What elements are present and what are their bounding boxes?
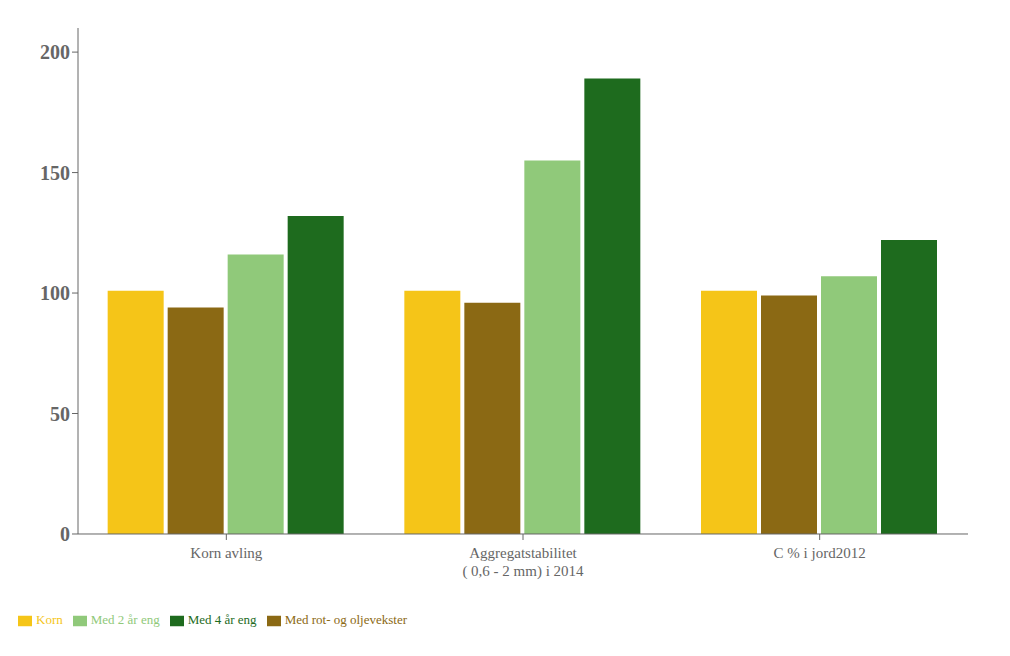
svg-text:100: 100: [40, 282, 70, 304]
svg-text:0: 0: [60, 523, 70, 545]
svg-text:50: 50: [50, 403, 70, 425]
html-text:Med 4 år eng: Med 4 år eng: [187, 612, 257, 627]
svg-text:Korn avling: Korn avling: [190, 545, 263, 561]
html-text:Med rot- og oljevekster: Med rot- og oljevekster: [284, 612, 407, 627]
svg-text:C % i jord2012: C % i jord2012: [774, 545, 866, 561]
svg-text:Aggregatstabilitet( 0,6 - 2 mm: Aggregatstabilitet( 0,6 - 2 mm) i 2014: [462, 545, 584, 580]
svg-text:200: 200: [40, 41, 70, 63]
html-text:Korn: Korn: [36, 612, 63, 627]
html-text:Med 2 år eng: Med 2 år eng: [90, 612, 160, 627]
svg-text:150: 150: [40, 162, 70, 184]
